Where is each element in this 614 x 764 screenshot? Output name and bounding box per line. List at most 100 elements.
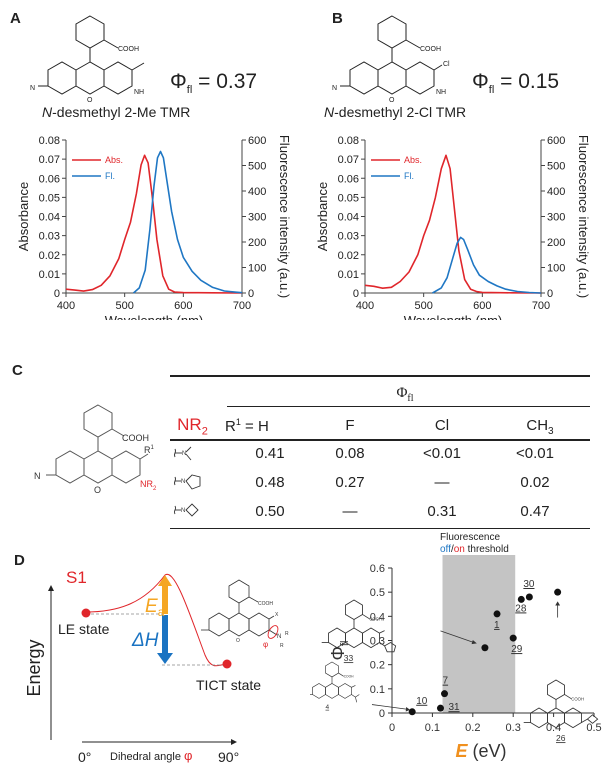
y-axis-label: Absorbance [16, 182, 31, 251]
spectrum-chart-b: 0 0.01 0.02 0.03 0.04 0.05 0.06 0.07 0.08 0 100 200… [315, 135, 591, 320]
y2-tick-label: 400 [547, 186, 565, 198]
y-tick-label: 0.03 [338, 231, 359, 243]
table-col-header-cl: Cl [434, 417, 450, 434]
structure-tict-inset: COOH X N R R φ O [201, 579, 289, 649]
x-tick-label: 400 [356, 300, 374, 312]
y-axis-label: Φfl [328, 641, 351, 661]
x-axis-label: Wavelength (nm) [404, 313, 503, 320]
svg-text:N: N [30, 85, 35, 92]
legend-fl-label: Fl. [404, 171, 414, 181]
table-col-header-h: R1 = H [225, 417, 269, 435]
point-label-29: 29 [511, 644, 523, 655]
y-tick-label: 0.08 [338, 135, 359, 147]
y-tick-label: 0.01 [39, 269, 60, 281]
dh-label: ΔH [131, 630, 159, 651]
svg-text:N: N [34, 471, 41, 481]
y2-tick-label: 300 [547, 212, 565, 224]
y2-tick-label: 200 [248, 237, 266, 249]
svg-text:O: O [236, 638, 240, 644]
data-point-29 [509, 634, 517, 642]
svg-text:Cl: Cl [443, 61, 450, 68]
y2-tick-label: 100 [248, 263, 266, 275]
svg-text:φ: φ [263, 640, 268, 649]
y-tick-label: 0.3 [370, 636, 385, 648]
y2-tick-label: 500 [547, 161, 565, 173]
x-tick-label: 400 [57, 300, 75, 312]
table-group-rule [227, 406, 590, 407]
svg-text:NH: NH [134, 89, 144, 96]
energy-diagram: Energy S1 Ea ΔH LE state TICT state 0° 9… [24, 568, 289, 764]
y-tick-label: 0.04 [39, 212, 60, 224]
x-axis-label: Wavelength (nm) [105, 313, 204, 320]
dimethylamine-icon: N [174, 446, 192, 461]
x-tick-label: 700 [233, 300, 251, 312]
y2-tick-label: 400 [248, 186, 266, 198]
y-tick-label: 0.5 [370, 587, 385, 599]
svg-text:R1: R1 [144, 445, 155, 455]
svg-text:COOH: COOH [571, 696, 584, 701]
data-point-30 [525, 593, 533, 601]
point-label-30: 30 [523, 579, 535, 590]
y-tick-label: 0.03 [39, 231, 60, 243]
svg-text:COOH: COOH [344, 675, 354, 679]
svg-text:COOH: COOH [122, 433, 149, 443]
y-tick-label: 0.6 [370, 563, 385, 575]
arrow-33-head [471, 640, 477, 645]
y-tick-label: 0.02 [39, 250, 60, 262]
y-tick-label: 0.2 [370, 660, 385, 672]
y-tick-label: 0.06 [338, 173, 359, 185]
y2-tick-label: 100 [547, 263, 565, 275]
y-tick-label: 0.05 [39, 192, 60, 204]
legend-fl-label: Fl. [105, 171, 115, 181]
svg-text:NH: NH [436, 89, 446, 96]
y-tick-label: 0.08 [39, 135, 60, 147]
svg-text:COOH: COOH [258, 601, 273, 607]
svg-text:26: 26 [556, 733, 566, 743]
y-tick-label: 0.07 [338, 154, 359, 166]
svg-text:N: N [181, 508, 185, 514]
x-tick-label: 0.3 [506, 722, 521, 734]
x-tick-label: 500 [414, 300, 432, 312]
structure-33-inset: COOH 33 [321, 599, 397, 663]
structure-general-tmr: COOH R1 O NR2 N [34, 404, 157, 495]
svg-text:X: X [275, 612, 279, 618]
data-point-33 [481, 644, 489, 652]
y2-tick-label: 0 [248, 288, 254, 300]
series-fluorescence-line [132, 150, 243, 294]
angle-end-label: 90° [218, 749, 239, 764]
x-tick-label: 700 [532, 300, 550, 312]
svg-text:4: 4 [326, 704, 330, 711]
svg-text:R: R [285, 631, 289, 637]
y-tick-label: 0.01 [338, 269, 359, 281]
y2-tick-label: 600 [248, 135, 266, 147]
series-absorbance-line [364, 154, 542, 294]
dihedral-axis-label: Dihedral angle φ [110, 748, 193, 763]
legend-abs-label: Abs. [404, 155, 422, 165]
azetidine-icon: N [174, 503, 199, 517]
structure-4-inset: COOH 4 [310, 661, 360, 711]
y2-axis-label: Fluorescence intensity (a.u.) [576, 135, 591, 298]
svg-text:N: N [181, 479, 185, 485]
series-absorbance-line [65, 154, 243, 294]
x-tick-label: 500 [115, 300, 133, 312]
y-axis-label: Absorbance [315, 182, 330, 251]
point-label-28: 28 [515, 603, 527, 614]
ea-label: Ea [145, 596, 165, 619]
arrow-26-head [555, 601, 561, 606]
point-label-10: 10 [416, 696, 428, 707]
compound-name-b: N-desmethyl 2-Cl TMR [324, 104, 467, 120]
point-label-7: 7 [443, 676, 449, 687]
svg-text:N: N [332, 85, 337, 92]
cooh-label: COOH [118, 46, 139, 53]
x-tick-label: 0.5 [586, 722, 601, 734]
data-point-28 [517, 595, 525, 603]
y-tick-label: 0.4 [370, 611, 385, 623]
tict-state-label: TICT state [196, 677, 261, 693]
threshold-region [442, 555, 516, 713]
quantum-yield-a: Φfl = 0.37 [170, 70, 258, 97]
y2-tick-label: 200 [547, 237, 565, 249]
panel-label-d: D [14, 552, 25, 569]
quantum-yield-b: Φfl = 0.15 [472, 70, 560, 97]
y-tick-label: 0.04 [338, 212, 359, 224]
le-state-point [81, 608, 91, 618]
